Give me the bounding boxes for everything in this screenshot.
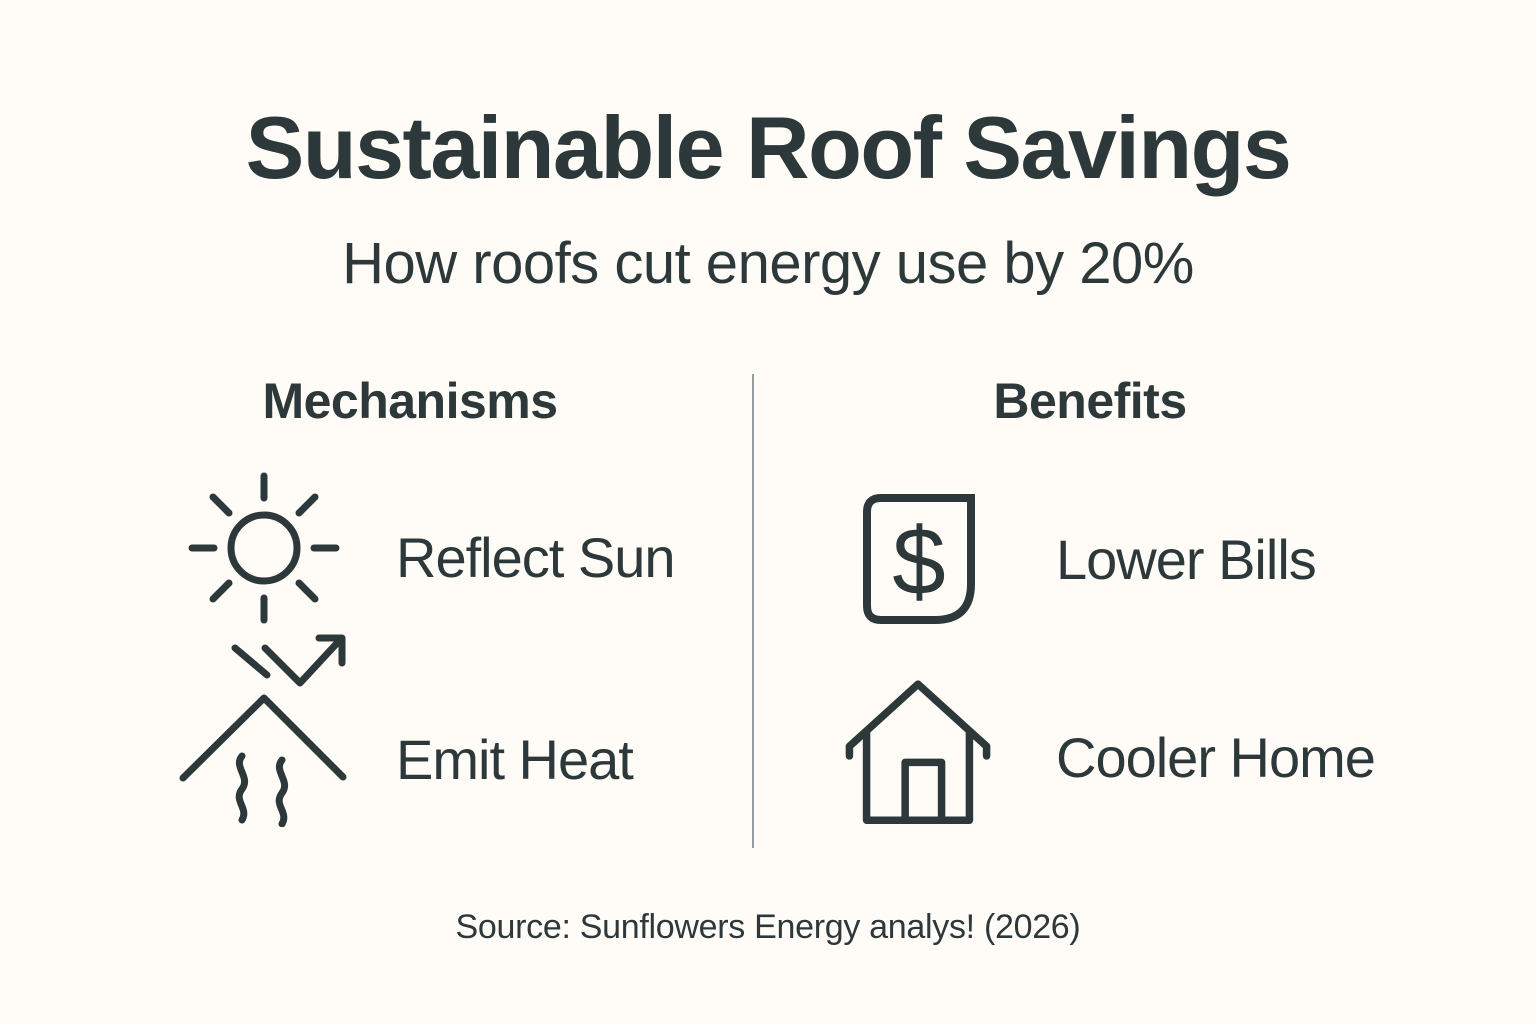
- page-title: Sustainable Roof Savings: [245, 98, 1292, 197]
- mechanism-label-emit-heat: Emit Heat: [396, 728, 634, 791]
- column-heading-mechanisms: Mechanisms: [262, 373, 558, 429]
- mechanism-label-reflect-sun: Reflect Sun: [396, 526, 675, 589]
- page-subtitle: How roofs cut energy use by 20%: [342, 231, 1194, 296]
- roof-heat-icon: [179, 634, 347, 827]
- column-divider: [752, 374, 754, 848]
- column-heading-benefits: Benefits: [993, 373, 1187, 429]
- benefit-label-lower-bills: Lower Bills: [1056, 528, 1317, 591]
- dollar-glyph: $: [892, 508, 945, 615]
- house-icon: [845, 680, 991, 824]
- dollar-receipt-icon: $: [863, 494, 975, 624]
- sun-icon: [188, 472, 340, 624]
- benefit-label-cooler-home: Cooler Home: [1056, 726, 1376, 789]
- source-note: Source: Sunflowers Energy analys! (2026): [455, 908, 1081, 946]
